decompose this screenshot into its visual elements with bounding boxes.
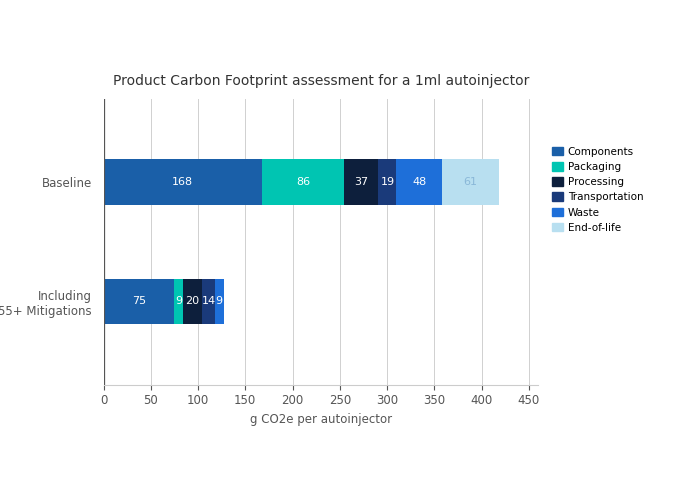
Bar xyxy=(104,279,175,324)
Title: Product Carbon Footprint assessment for a 1ml autoinjector: Product Carbon Footprint assessment for … xyxy=(112,74,529,88)
Text: 61: 61 xyxy=(464,177,477,187)
Bar xyxy=(215,279,224,324)
Bar xyxy=(104,159,262,205)
Text: 14: 14 xyxy=(201,296,215,306)
Text: 86: 86 xyxy=(296,177,310,187)
Bar xyxy=(442,159,500,205)
Bar xyxy=(201,279,215,324)
Bar xyxy=(344,159,379,205)
Text: 9: 9 xyxy=(175,296,182,306)
Bar xyxy=(183,279,201,324)
Text: 75: 75 xyxy=(132,296,146,306)
Text: 48: 48 xyxy=(412,177,426,187)
Text: 168: 168 xyxy=(172,177,193,187)
Text: 19: 19 xyxy=(380,177,395,187)
Text: 37: 37 xyxy=(354,177,368,187)
Legend: Components, Packaging, Processing, Transportation, Waste, End-of-life: Components, Packaging, Processing, Trans… xyxy=(552,147,643,233)
X-axis label: g CO2e per autoinjector: g CO2e per autoinjector xyxy=(250,413,392,426)
Text: 20: 20 xyxy=(186,296,199,306)
Bar xyxy=(262,159,344,205)
Bar xyxy=(175,279,183,324)
Bar xyxy=(379,159,397,205)
Text: 9: 9 xyxy=(216,296,223,306)
Bar xyxy=(397,159,442,205)
